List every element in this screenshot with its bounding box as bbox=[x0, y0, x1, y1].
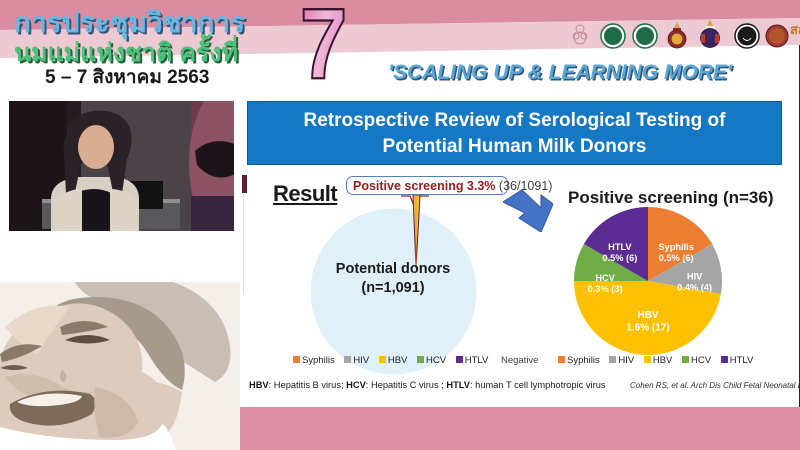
svg-text:1.6% (17): 1.6% (17) bbox=[626, 323, 669, 334]
svg-text:7: 7 bbox=[300, 0, 347, 96]
svg-text:0.5% (6): 0.5% (6) bbox=[659, 253, 694, 263]
svg-text:สสส: สสส bbox=[790, 22, 800, 37]
svg-text:HBV: HBV bbox=[637, 310, 658, 321]
svg-text:0.5% (6): 0.5% (6) bbox=[602, 253, 637, 263]
svg-text:Syphilis: Syphilis bbox=[658, 242, 693, 252]
svg-text:0.3% (3): 0.3% (3) bbox=[588, 284, 623, 294]
svg-text:HCV: HCV bbox=[595, 273, 615, 283]
svg-text:HTLV: HTLV bbox=[608, 242, 632, 252]
svg-text:0.4% (4): 0.4% (4) bbox=[677, 283, 712, 293]
svg-text:HIV: HIV bbox=[687, 272, 703, 282]
